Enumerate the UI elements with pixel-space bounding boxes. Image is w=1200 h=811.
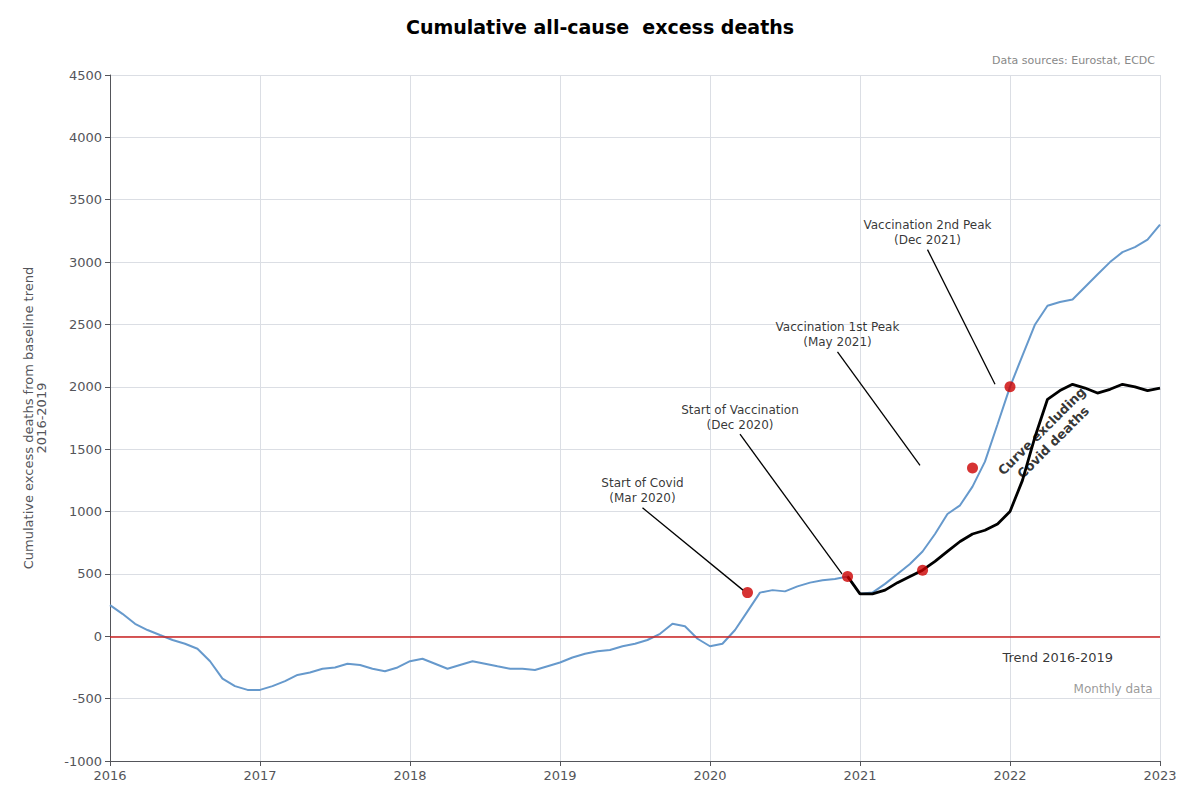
- svg-text:2023: 2023: [1143, 768, 1176, 783]
- svg-text:(Dec 2020): (Dec 2020): [707, 418, 774, 432]
- svg-text:Trend 2016-2019: Trend 2016-2019: [1002, 650, 1114, 665]
- svg-text:2020: 2020: [693, 768, 726, 783]
- svg-text:2019: 2019: [543, 768, 576, 783]
- svg-text:Start of Covid: Start of Covid: [601, 476, 683, 490]
- svg-text:3000: 3000: [69, 255, 102, 270]
- svg-text:4500: 4500: [69, 68, 102, 83]
- svg-text:2016-2019: 2016-2019: [34, 383, 49, 454]
- svg-text:1000: 1000: [69, 504, 102, 519]
- svg-text:Monthly data: Monthly data: [1074, 682, 1153, 696]
- svg-text:2500: 2500: [69, 317, 102, 332]
- svg-text:3500: 3500: [69, 192, 102, 207]
- svg-text:Cumulative all-cause excess d: Cumulative all-cause excess deaths: [406, 16, 794, 38]
- svg-text:2018: 2018: [393, 768, 426, 783]
- svg-text:2000: 2000: [69, 379, 102, 394]
- svg-text:2016: 2016: [93, 768, 126, 783]
- svg-text:2022: 2022: [993, 768, 1026, 783]
- svg-text:Covid deaths: Covid deaths: [1014, 403, 1092, 481]
- svg-text:4000: 4000: [69, 130, 102, 145]
- svg-text:(May 2021): (May 2021): [803, 335, 872, 349]
- svg-text:500: 500: [77, 566, 102, 581]
- svg-text:0: 0: [94, 629, 102, 644]
- svg-text:(Mar 2020): (Mar 2020): [609, 491, 675, 505]
- svg-text:Curve excluding: Curve excluding: [994, 384, 1089, 478]
- svg-text:Vaccination 1st Peak: Vaccination 1st Peak: [776, 320, 900, 334]
- svg-text:-500: -500: [72, 691, 102, 706]
- svg-text:2017: 2017: [243, 768, 276, 783]
- svg-text:Vaccination 2nd Peak: Vaccination 2nd Peak: [863, 218, 991, 232]
- svg-text:-1000: -1000: [64, 754, 102, 769]
- svg-text:1500: 1500: [69, 442, 102, 457]
- svg-text:(Dec 2021): (Dec 2021): [894, 233, 961, 247]
- svg-text:Start of Vaccination: Start of Vaccination: [681, 403, 799, 417]
- svg-text:2021: 2021: [843, 768, 876, 783]
- svg-text:Data sources: Eurostat, ECDC: Data sources: Eurostat, ECDC: [992, 54, 1155, 67]
- svg-text:Cumulative excess deaths from: Cumulative excess deaths from baseline t…: [21, 266, 36, 570]
